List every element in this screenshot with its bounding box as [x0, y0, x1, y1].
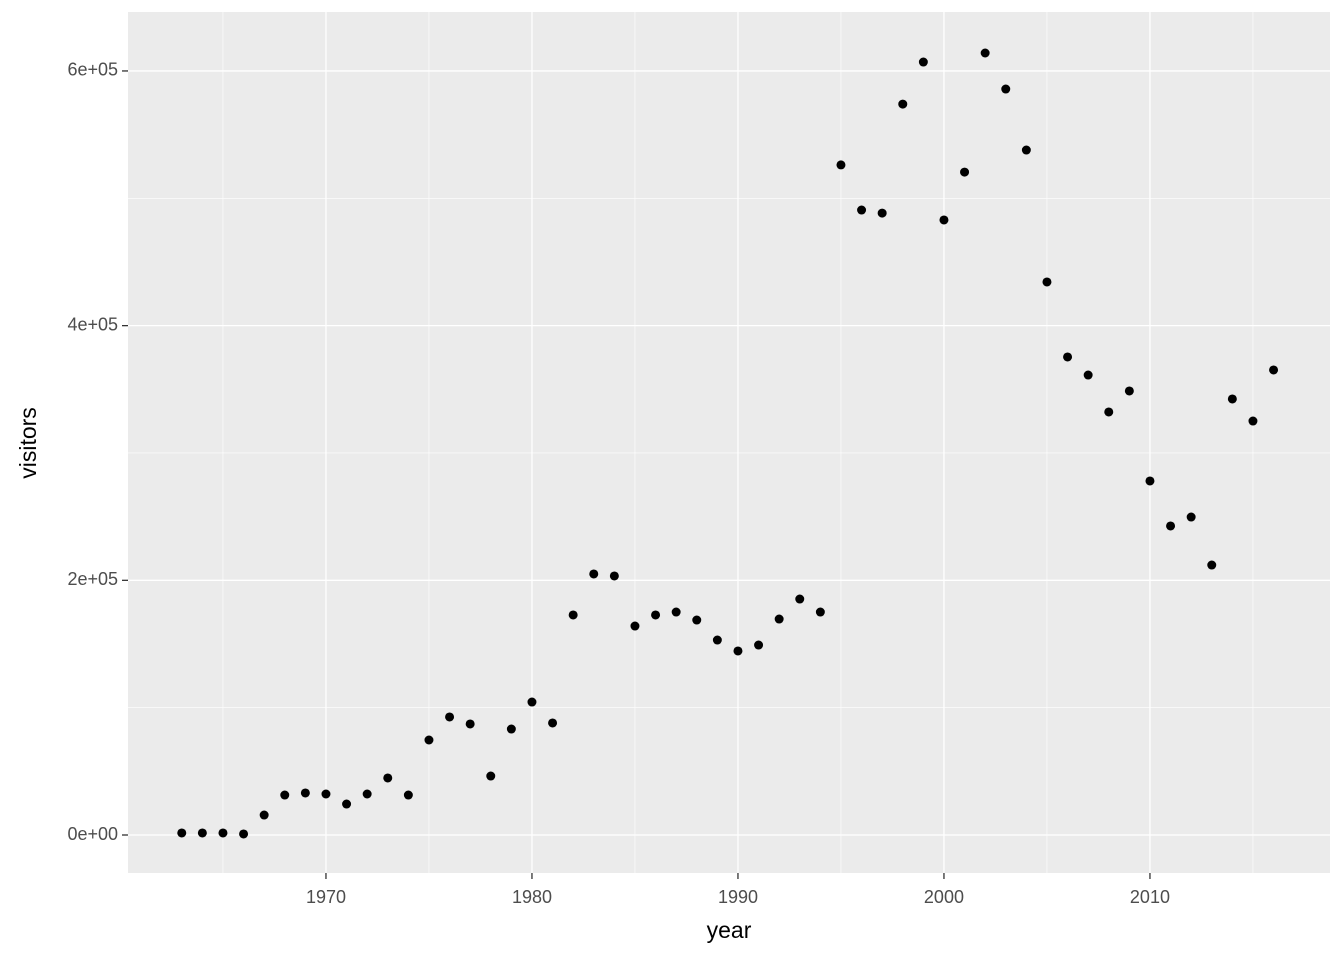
data-point	[1021, 145, 1031, 155]
data-point	[300, 788, 310, 798]
data-point	[1124, 386, 1134, 396]
data-point	[898, 99, 908, 109]
data-point	[1227, 394, 1237, 404]
data-point	[939, 215, 949, 225]
x-axis-title: year	[707, 917, 752, 943]
data-point	[1042, 277, 1052, 287]
data-point	[239, 829, 249, 839]
plot-panel	[128, 12, 1330, 873]
data-point	[1145, 476, 1155, 486]
data-point	[424, 735, 434, 745]
data-point	[980, 48, 990, 58]
data-point	[877, 208, 887, 218]
y-tick-label: 0e+00	[67, 824, 118, 844]
data-point	[857, 205, 867, 215]
data-point	[960, 167, 970, 177]
data-point	[568, 610, 578, 620]
data-point	[733, 646, 743, 656]
data-point	[795, 594, 805, 604]
y-axis-title: visitors	[15, 407, 41, 479]
data-point	[712, 635, 722, 645]
y-tick-label: 4e+05	[67, 314, 118, 334]
data-point	[506, 724, 516, 734]
data-point	[651, 610, 661, 620]
data-point	[362, 789, 372, 799]
data-point	[445, 712, 455, 722]
data-point	[1104, 407, 1114, 417]
data-point	[527, 697, 537, 707]
data-point	[1063, 352, 1073, 362]
data-point	[218, 828, 228, 838]
data-point	[177, 828, 187, 838]
data-point	[1269, 365, 1279, 375]
x-tick-label: 1990	[718, 887, 758, 907]
grid	[128, 12, 1330, 873]
y-tick-label: 2e+05	[67, 569, 118, 589]
data-point	[1083, 370, 1093, 380]
data-point	[692, 615, 702, 625]
data-point	[259, 810, 269, 820]
data-point	[1248, 416, 1258, 426]
x-tick-label: 1970	[306, 887, 346, 907]
data-point	[1001, 84, 1011, 94]
data-point	[836, 160, 846, 170]
data-point	[609, 571, 619, 581]
data-point	[1186, 512, 1196, 522]
data-point	[465, 719, 475, 729]
ticks: 1970 1980 1990 2000 2010 0e+00 2e+05 4e+05 6e+05	[67, 60, 1170, 907]
data-point	[280, 790, 290, 800]
x-tick-label: 2010	[1130, 887, 1170, 907]
data-point	[589, 569, 599, 579]
data-point	[197, 828, 207, 838]
points	[177, 48, 1279, 839]
data-point	[815, 607, 825, 617]
data-point	[321, 789, 331, 799]
data-point	[1207, 560, 1217, 570]
data-point	[1166, 521, 1176, 531]
data-point	[548, 718, 558, 728]
data-point	[754, 640, 764, 650]
data-point	[342, 799, 352, 809]
x-tick-label: 1980	[512, 887, 552, 907]
data-point	[774, 614, 784, 624]
y-tick-label: 6e+05	[67, 60, 118, 80]
data-point	[918, 57, 928, 67]
data-point	[486, 771, 496, 781]
data-point	[383, 773, 393, 783]
data-point	[671, 607, 681, 617]
data-point	[403, 790, 413, 800]
x-tick-label: 2000	[924, 887, 964, 907]
data-point	[630, 621, 640, 631]
